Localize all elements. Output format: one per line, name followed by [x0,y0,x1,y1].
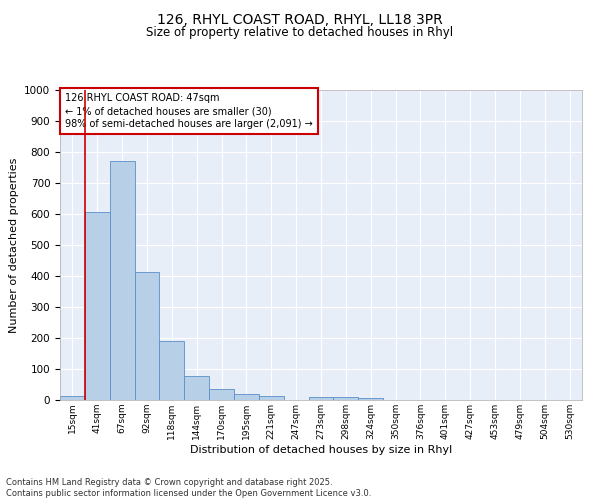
Bar [358,398,383,400]
Bar [160,341,184,400]
Y-axis label: Number of detached properties: Number of detached properties [8,158,19,332]
Bar [259,396,284,400]
Bar [209,389,234,400]
Bar [334,397,358,400]
Bar [60,396,85,400]
Bar [184,376,209,400]
Text: 126, RHYL COAST ROAD, RHYL, LL18 3PR: 126, RHYL COAST ROAD, RHYL, LL18 3PR [157,12,443,26]
Text: Contains HM Land Registry data © Crown copyright and database right 2025.
Contai: Contains HM Land Registry data © Crown c… [6,478,371,498]
Bar [110,162,134,400]
Text: Size of property relative to detached houses in Rhyl: Size of property relative to detached ho… [146,26,454,39]
Bar [134,272,160,400]
Text: 126 RHYL COAST ROAD: 47sqm
← 1% of detached houses are smaller (30)
98% of semi-: 126 RHYL COAST ROAD: 47sqm ← 1% of detac… [65,93,313,130]
Bar [308,396,334,400]
Bar [234,394,259,400]
Bar [85,212,110,400]
X-axis label: Distribution of detached houses by size in Rhyl: Distribution of detached houses by size … [190,444,452,454]
